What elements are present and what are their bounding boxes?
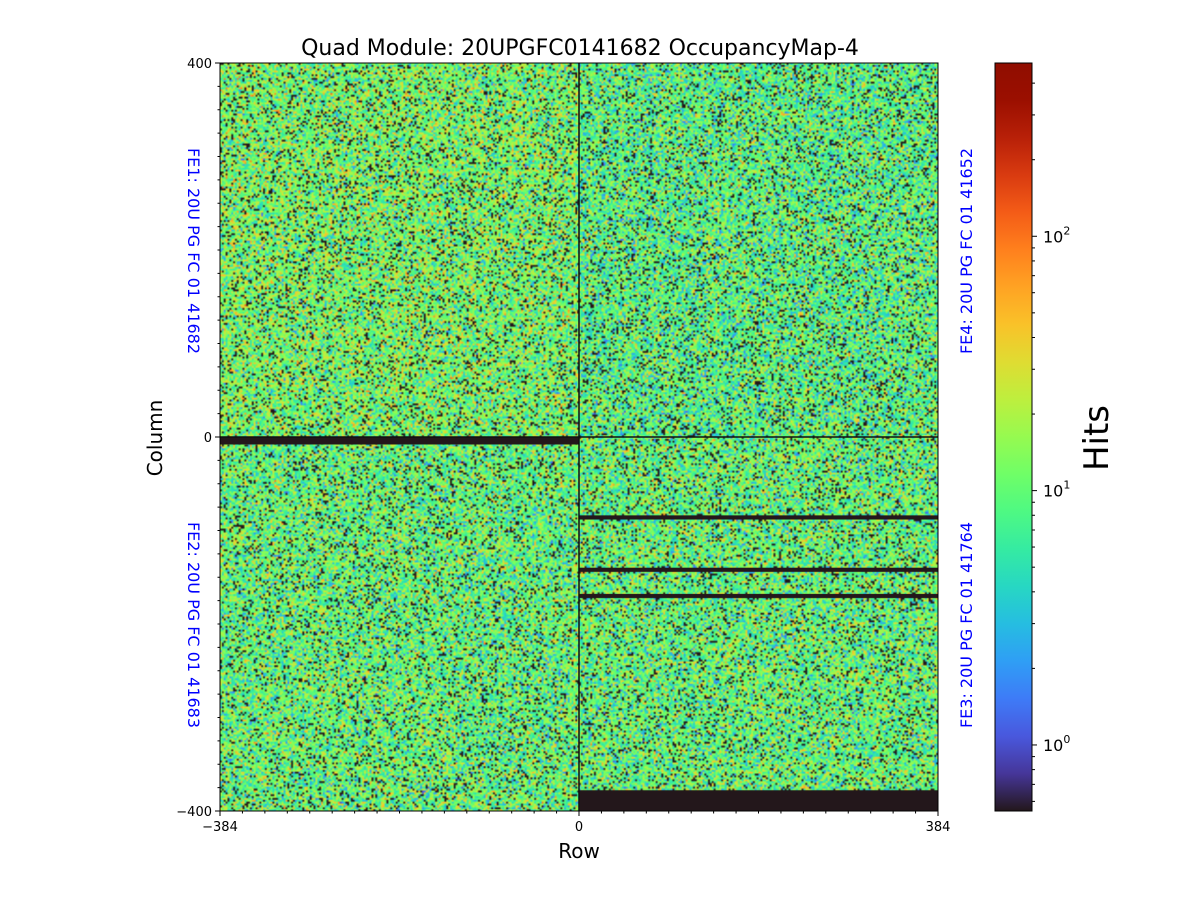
axis-ticks <box>215 62 939 816</box>
colorbar-tick-label-1e1: 101 <box>1043 479 1070 501</box>
chip-label-fe3: FE3: 20U PG FC 01 41764 <box>957 522 976 728</box>
colorbar-label: Hits <box>1077 405 1117 471</box>
dead-row-band <box>579 594 938 598</box>
x-tick-label-max: 384 <box>926 820 951 835</box>
y-tick-label-zero: 0 <box>204 431 212 446</box>
dead-rows-layer <box>220 437 938 811</box>
colorbar-ticks <box>1032 82 1037 802</box>
chip-label-fe4: FE4: 20U PG FC 01 41652 <box>957 148 976 354</box>
dead-row-band <box>579 790 938 811</box>
chip-label-fe1: FE1: 20U PG FC 01 41682 <box>184 148 203 354</box>
chip-label-fe2: FE2: 20U PG FC 01 41683 <box>184 522 203 728</box>
dead-row-band <box>579 515 938 520</box>
x-tick-label-zero: 0 <box>575 820 583 835</box>
x-tick-label-min: −384 <box>202 820 238 835</box>
dead-row-band <box>220 437 579 445</box>
y-axis-label: Column <box>143 400 167 477</box>
colorbar-tick-label-1e0: 100 <box>1043 733 1070 755</box>
x-axis-label: Row <box>558 839 600 863</box>
chart-title: Quad Module: 20UPGFC0141682 OccupancyMap… <box>301 36 859 61</box>
dead-row-band <box>579 567 938 572</box>
y-tick-label-min: −400 <box>176 805 212 820</box>
colorbar <box>994 62 1033 812</box>
y-tick-label-max: 400 <box>187 57 212 72</box>
colorbar-tick-label-1e2: 102 <box>1043 224 1070 246</box>
